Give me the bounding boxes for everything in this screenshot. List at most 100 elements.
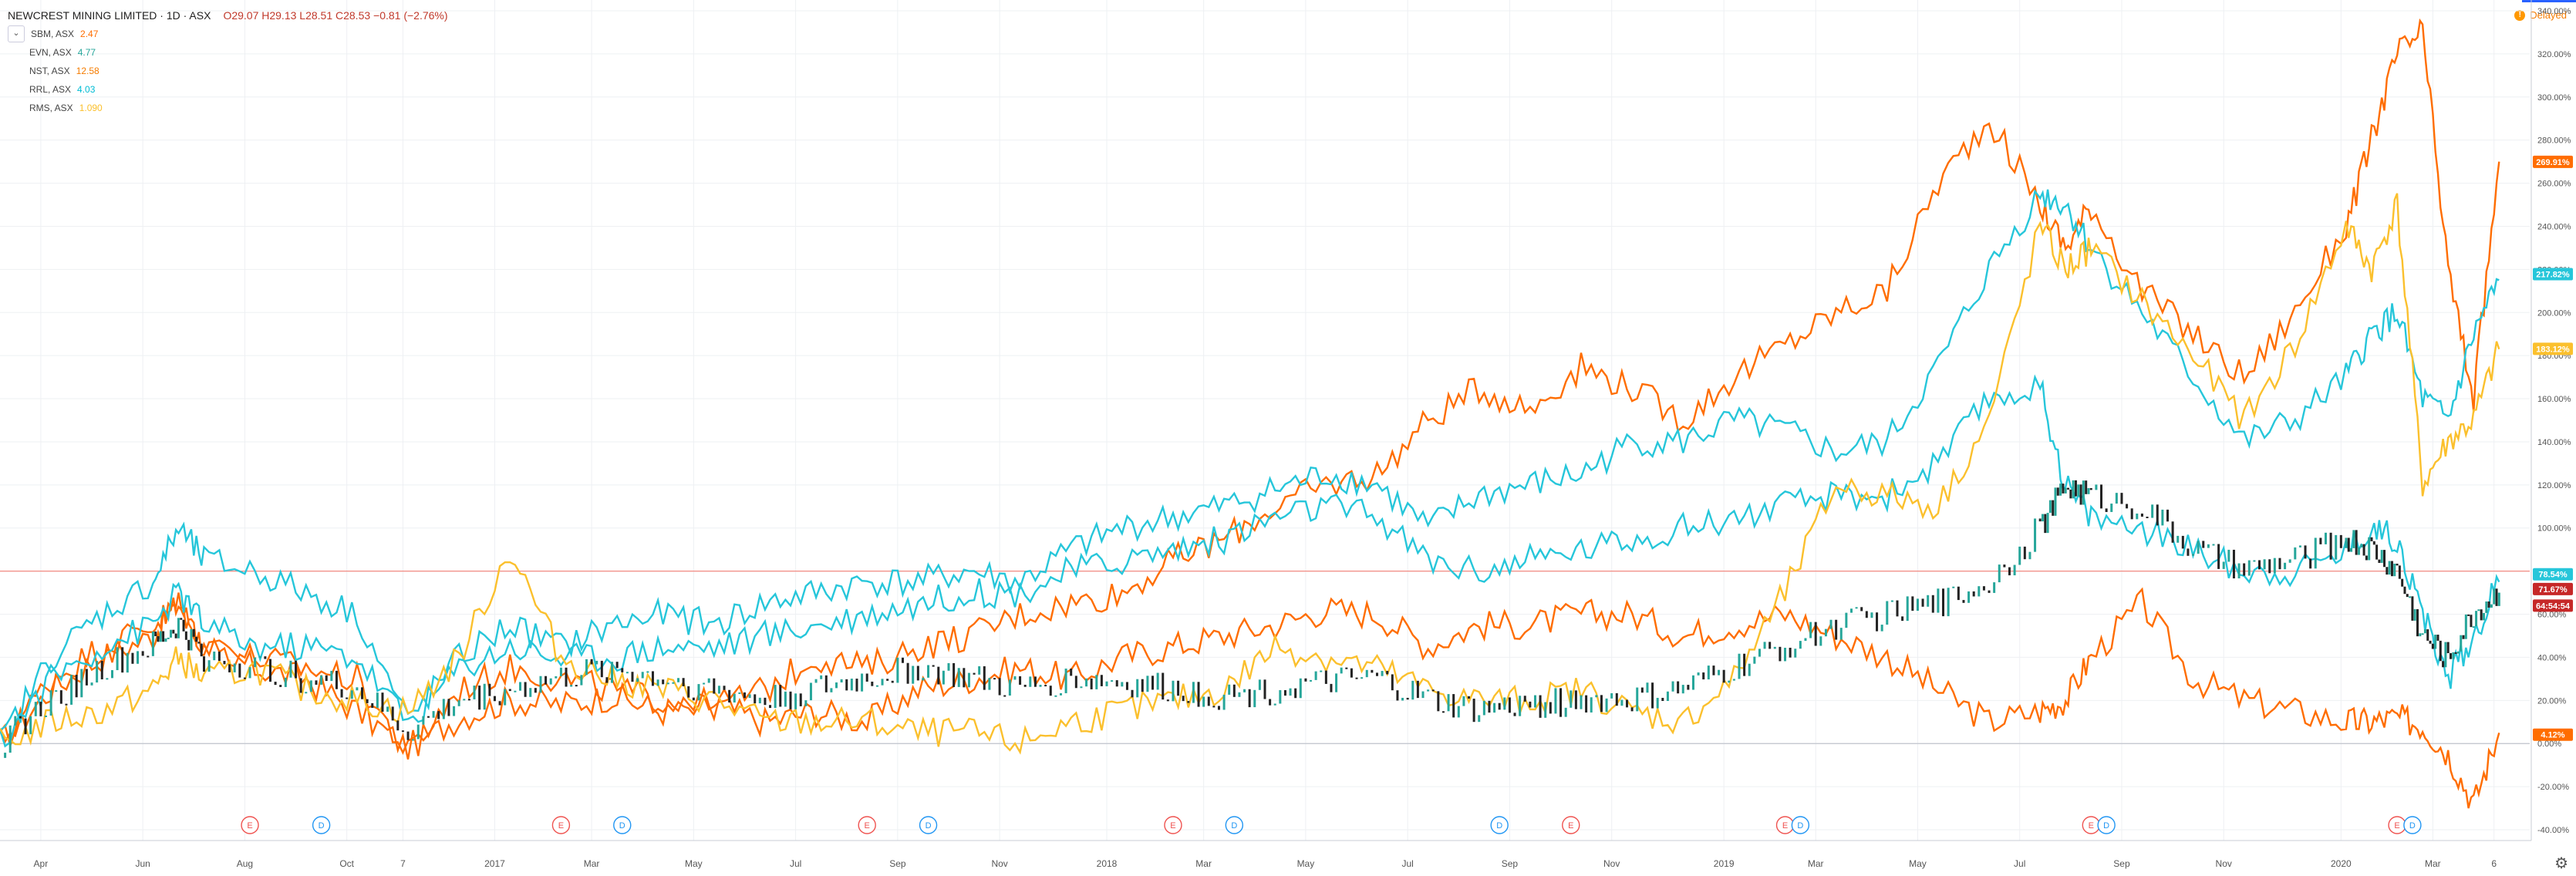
candle	[1125, 682, 1128, 690]
event-marker-label: E	[1782, 821, 1788, 831]
candle	[809, 682, 812, 701]
candle	[39, 702, 42, 716]
candle	[2385, 567, 2389, 575]
compare-item[interactable]: RRL, ASX 4.03	[8, 80, 448, 99]
candle	[416, 724, 420, 740]
candle	[953, 662, 956, 687]
candle	[335, 670, 338, 689]
candle	[1299, 678, 1302, 699]
y-tick-label: 60.00%	[2537, 611, 2567, 620]
event-marker	[1562, 816, 1580, 834]
candle	[258, 656, 261, 659]
candle	[1350, 668, 1353, 678]
x-tick-label: Nov	[991, 858, 1007, 869]
candle	[993, 678, 996, 680]
x-tick-label: 6	[2491, 858, 2497, 869]
candle	[1437, 691, 1440, 712]
candle	[1804, 638, 1807, 642]
candle	[2046, 513, 2049, 534]
compare-item[interactable]: ⌄ SBM, ASX 2.47	[8, 25, 448, 43]
x-tick-label: Mar	[1195, 858, 1212, 869]
symbol-header[interactable]: NEWCREST MINING LIMITED · 1D · ASX O29.0…	[8, 6, 448, 25]
compare-symbol: EVN, ASX	[29, 47, 72, 58]
candle	[100, 661, 103, 679]
candle	[2023, 546, 2026, 560]
candle	[2130, 508, 2133, 520]
candle	[682, 678, 685, 686]
candle	[1896, 600, 1899, 617]
event-marker	[1225, 816, 1244, 834]
candle	[2156, 504, 2159, 526]
x-tick-label: Mar	[1808, 858, 1824, 869]
candle	[2187, 548, 2190, 556]
delayed-badge[interactable]: ! Delayed	[2514, 9, 2567, 21]
candle	[228, 664, 231, 672]
candle	[2087, 488, 2090, 494]
candle	[1243, 689, 1246, 692]
candle	[2284, 562, 2287, 570]
candle	[488, 683, 491, 696]
candle	[1605, 698, 1608, 713]
candle	[1013, 676, 1017, 680]
candle	[794, 693, 797, 709]
candle	[2470, 615, 2473, 628]
candle	[1615, 692, 1618, 706]
candle	[422, 716, 425, 725]
candle	[1768, 642, 1772, 649]
compare-item[interactable]: EVN, ASX 4.77	[8, 43, 448, 62]
candle	[1809, 622, 1812, 638]
candle	[1799, 641, 1802, 649]
candle	[942, 670, 945, 685]
candle	[1452, 694, 1455, 718]
candle	[519, 682, 522, 691]
candle	[1177, 680, 1180, 696]
candle	[1335, 673, 1338, 692]
x-tick-label: Nov	[1603, 858, 1620, 869]
event-marker-label: D	[1496, 821, 1502, 831]
candle	[346, 697, 349, 699]
candle	[922, 677, 925, 681]
candle	[2115, 493, 2118, 504]
candle	[636, 678, 639, 682]
chevron-down-icon[interactable]: ⌄	[8, 25, 25, 42]
candle	[1779, 646, 1782, 662]
compare-item[interactable]: RMS, ASX 1.090	[8, 99, 448, 117]
clock-icon: !	[2514, 9, 2526, 21]
candle	[463, 699, 466, 701]
candle	[238, 663, 241, 678]
candle	[937, 666, 940, 685]
candle	[2309, 558, 2312, 569]
compare-item[interactable]: NST, ASX 12.58	[8, 62, 448, 80]
candle	[1232, 684, 1236, 697]
candle	[2456, 651, 2460, 654]
candle	[182, 619, 185, 632]
candle	[121, 647, 124, 673]
candle	[534, 688, 537, 693]
candle	[2319, 537, 2322, 544]
candle	[447, 699, 450, 716]
candle	[723, 686, 726, 690]
candle	[978, 666, 981, 675]
candle	[1131, 689, 1134, 698]
candle	[2038, 518, 2042, 522]
candle	[2335, 534, 2338, 560]
gear-icon[interactable]: ⚙	[2554, 855, 2568, 872]
candle	[1070, 669, 1073, 676]
candle	[1111, 680, 1114, 682]
candle	[325, 675, 328, 682]
candle	[2460, 635, 2463, 652]
candle	[656, 679, 659, 686]
candle	[1697, 672, 1700, 676]
event-marker-label: E	[1568, 821, 1573, 831]
candle	[666, 682, 669, 685]
candle	[131, 652, 134, 664]
x-tick-label: 7	[400, 858, 406, 869]
candle	[478, 686, 481, 710]
candle	[1988, 590, 1991, 593]
price-badge	[2533, 599, 2573, 612]
candle	[1136, 679, 1139, 698]
candle	[967, 672, 970, 688]
candle	[309, 680, 312, 692]
